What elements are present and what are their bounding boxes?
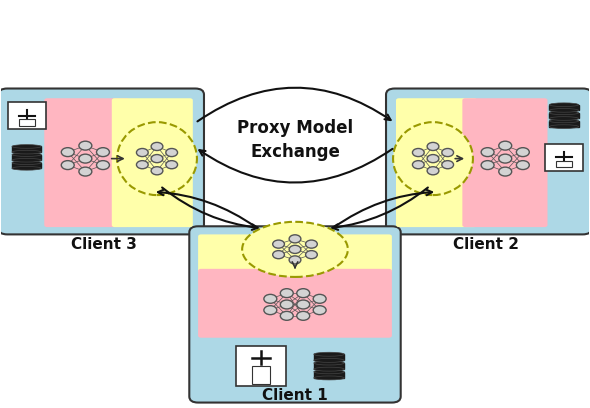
FancyBboxPatch shape: [386, 89, 590, 234]
Circle shape: [97, 161, 109, 170]
Circle shape: [313, 294, 326, 303]
Circle shape: [61, 148, 74, 157]
FancyBboxPatch shape: [463, 98, 548, 227]
Circle shape: [412, 161, 424, 169]
Circle shape: [516, 161, 529, 170]
Text: Client 1: Client 1: [262, 388, 328, 404]
Ellipse shape: [12, 153, 41, 156]
Circle shape: [306, 240, 317, 248]
Ellipse shape: [549, 117, 579, 120]
Circle shape: [166, 149, 178, 157]
Ellipse shape: [117, 122, 197, 195]
Circle shape: [97, 148, 109, 157]
Circle shape: [280, 289, 293, 297]
Ellipse shape: [12, 161, 41, 164]
Bar: [252, 366, 270, 384]
Circle shape: [412, 149, 424, 157]
Circle shape: [280, 311, 293, 320]
Bar: [12, 163, 41, 169]
Circle shape: [136, 149, 148, 157]
Circle shape: [306, 251, 317, 259]
FancyBboxPatch shape: [545, 144, 583, 171]
Circle shape: [289, 235, 301, 243]
Circle shape: [79, 167, 92, 176]
Circle shape: [297, 311, 310, 320]
Circle shape: [273, 251, 284, 259]
FancyBboxPatch shape: [8, 102, 45, 129]
FancyBboxPatch shape: [396, 98, 477, 227]
Ellipse shape: [12, 166, 41, 170]
Bar: [314, 372, 345, 378]
Circle shape: [499, 141, 512, 150]
Circle shape: [499, 167, 512, 176]
FancyBboxPatch shape: [198, 234, 392, 273]
Circle shape: [79, 154, 92, 163]
Circle shape: [297, 289, 310, 297]
Bar: [549, 121, 579, 126]
Bar: [12, 146, 41, 152]
Ellipse shape: [314, 376, 345, 380]
Ellipse shape: [12, 144, 41, 148]
Ellipse shape: [242, 222, 348, 277]
Circle shape: [427, 167, 439, 175]
Circle shape: [273, 240, 284, 248]
Bar: [549, 113, 579, 118]
FancyBboxPatch shape: [0, 89, 204, 234]
Circle shape: [481, 161, 494, 170]
Circle shape: [264, 306, 277, 315]
Circle shape: [280, 300, 293, 309]
Bar: [18, 119, 35, 126]
Ellipse shape: [314, 361, 345, 365]
Text: Proxy Model
Exchange: Proxy Model Exchange: [237, 119, 353, 161]
Ellipse shape: [314, 370, 345, 374]
Bar: [314, 363, 345, 369]
Ellipse shape: [314, 352, 345, 356]
Circle shape: [481, 148, 494, 157]
Bar: [556, 161, 572, 167]
FancyBboxPatch shape: [198, 269, 392, 338]
Ellipse shape: [549, 109, 579, 112]
Circle shape: [442, 161, 454, 169]
Ellipse shape: [314, 367, 345, 371]
FancyBboxPatch shape: [236, 346, 286, 386]
Circle shape: [151, 155, 163, 163]
Circle shape: [289, 256, 301, 264]
Ellipse shape: [12, 158, 41, 162]
Circle shape: [297, 300, 310, 309]
Ellipse shape: [549, 111, 579, 115]
Circle shape: [264, 294, 277, 303]
Circle shape: [151, 142, 163, 151]
FancyBboxPatch shape: [44, 98, 129, 227]
Circle shape: [427, 142, 439, 151]
Circle shape: [61, 161, 74, 170]
Ellipse shape: [549, 125, 579, 129]
Text: Client 2: Client 2: [453, 237, 519, 252]
Circle shape: [499, 154, 512, 163]
Ellipse shape: [549, 103, 579, 106]
Circle shape: [313, 306, 326, 315]
Circle shape: [427, 155, 439, 163]
Circle shape: [136, 161, 148, 169]
FancyBboxPatch shape: [189, 226, 401, 403]
Ellipse shape: [12, 150, 41, 154]
Circle shape: [442, 149, 454, 157]
Circle shape: [79, 141, 92, 150]
Circle shape: [516, 148, 529, 157]
Bar: [314, 354, 345, 360]
Bar: [12, 155, 41, 160]
Circle shape: [151, 167, 163, 175]
Text: Client 3: Client 3: [71, 237, 137, 252]
FancyBboxPatch shape: [112, 98, 193, 227]
Bar: [549, 105, 579, 111]
Ellipse shape: [393, 122, 473, 195]
Ellipse shape: [549, 119, 579, 123]
Circle shape: [166, 161, 178, 169]
Circle shape: [289, 245, 301, 253]
Ellipse shape: [314, 358, 345, 362]
